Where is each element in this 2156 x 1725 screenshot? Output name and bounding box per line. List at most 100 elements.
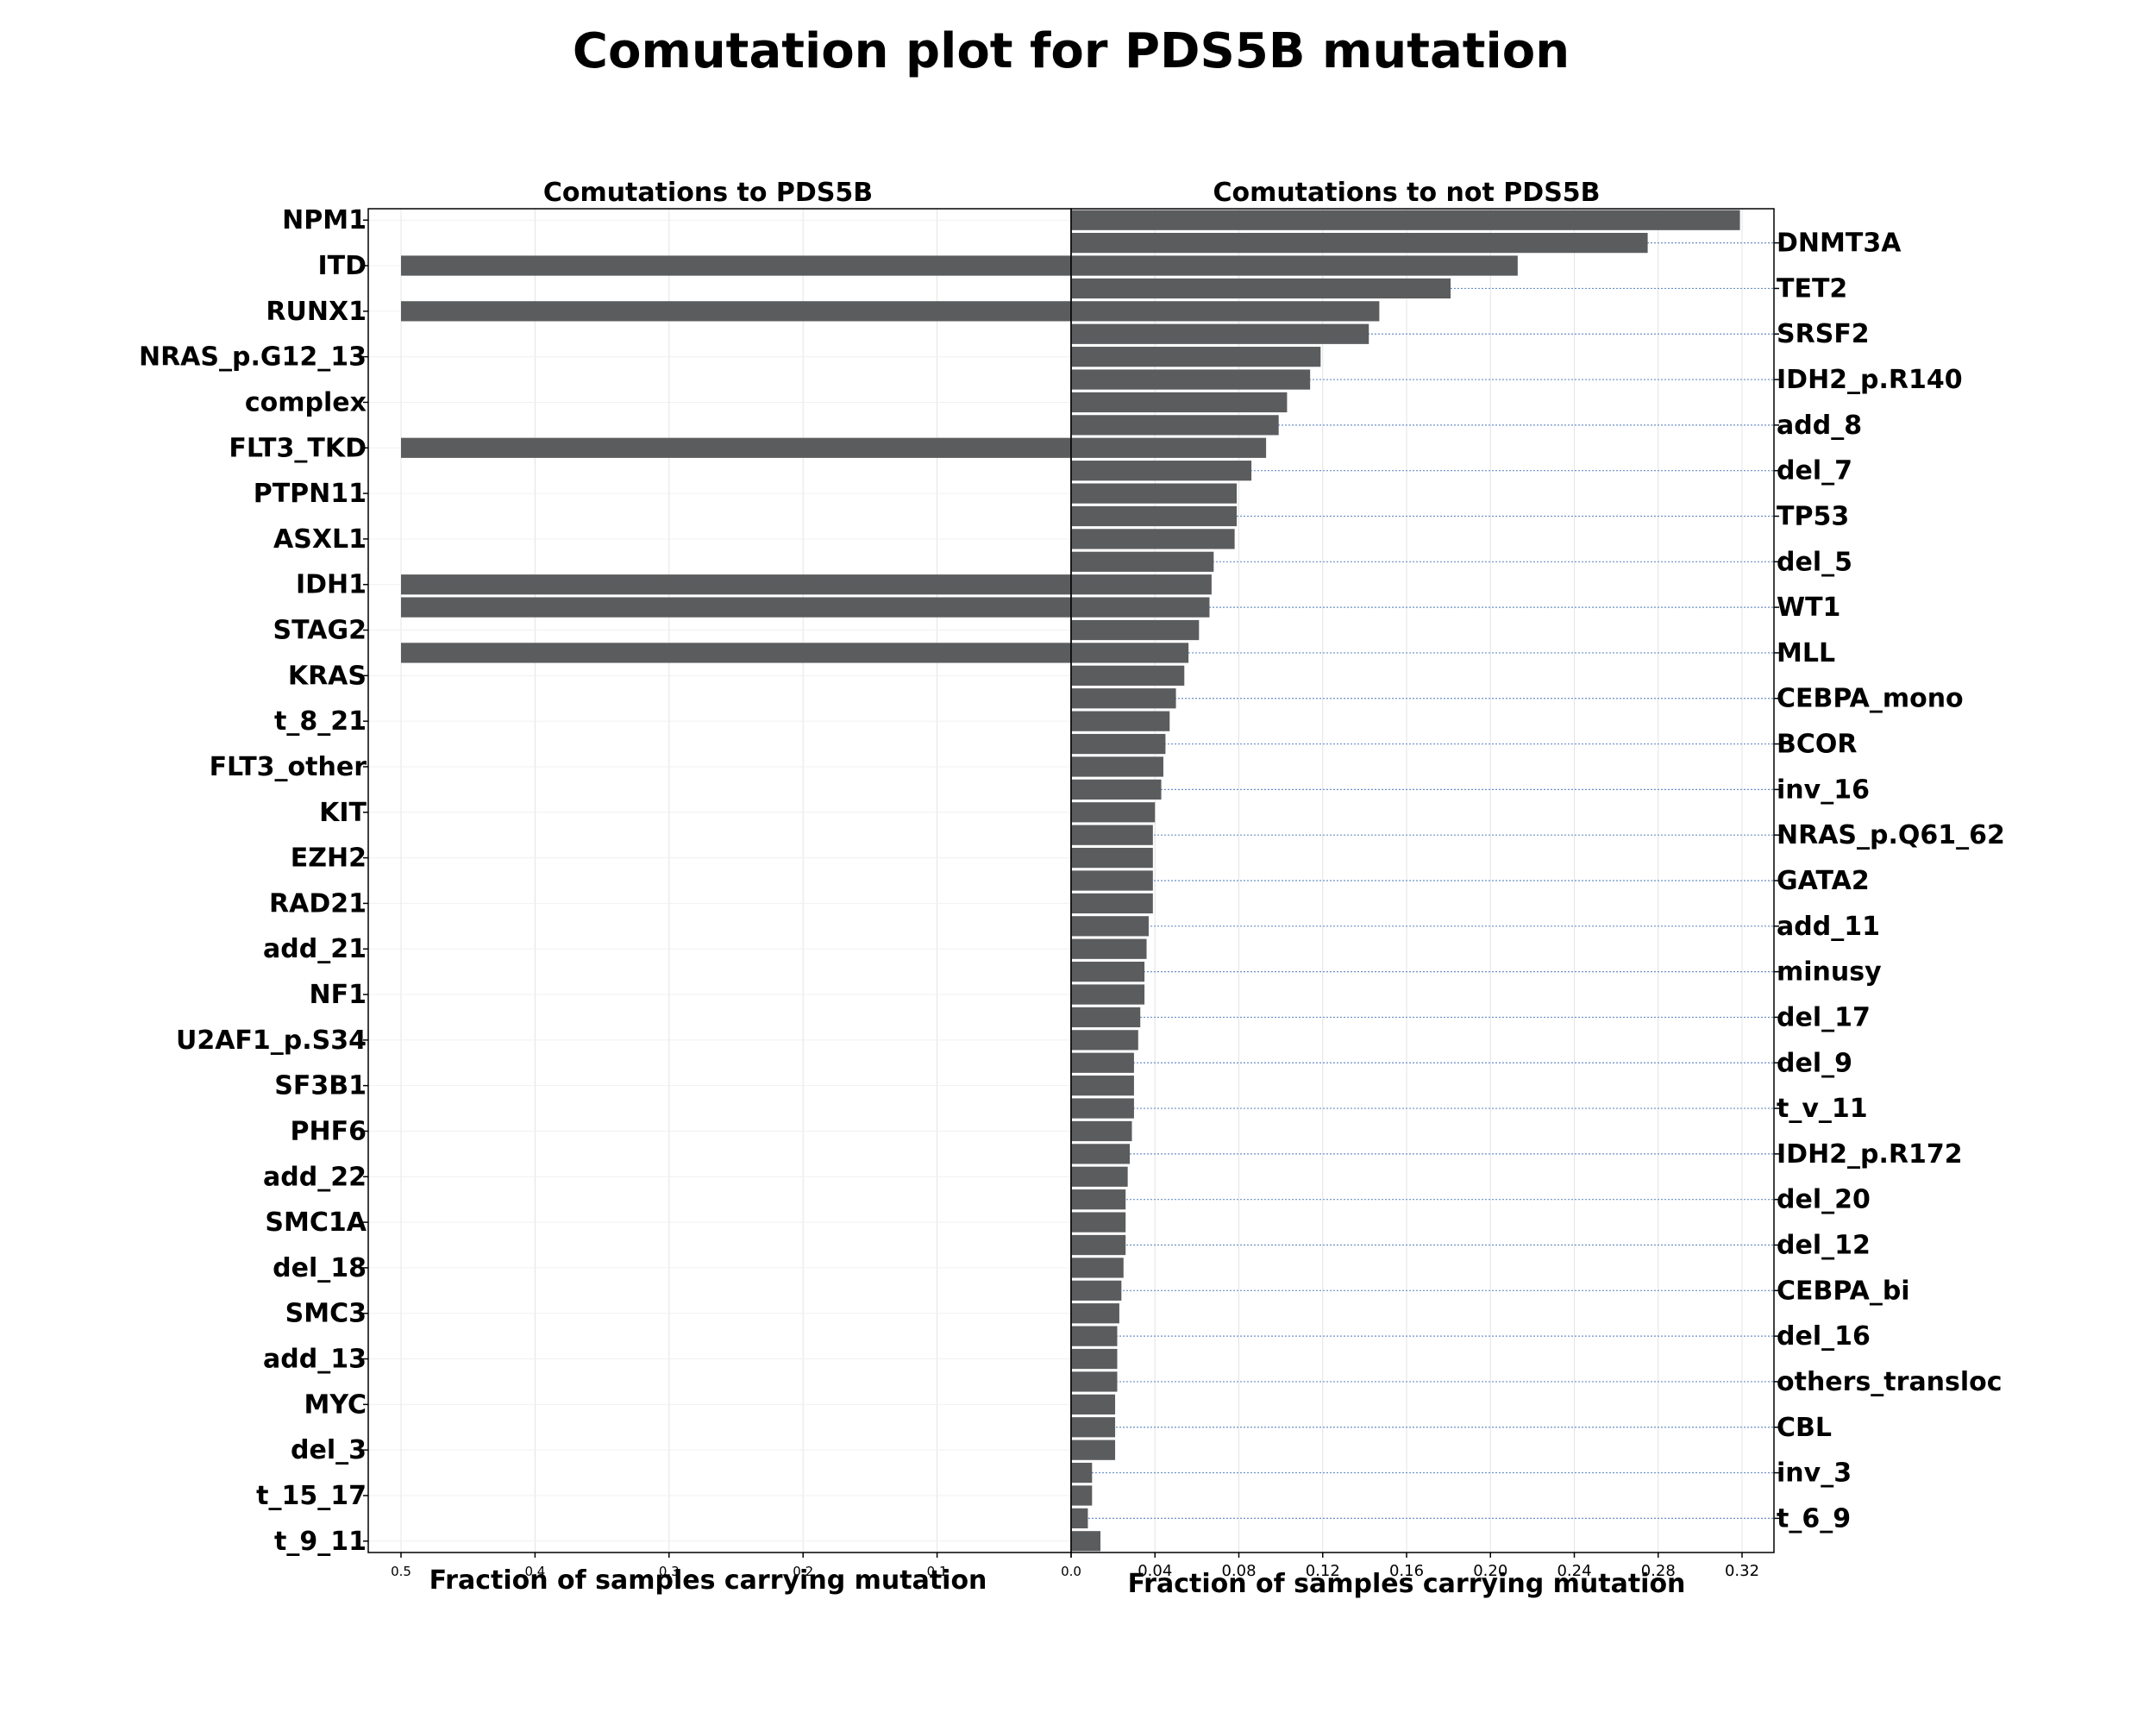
- right-panel: DNMT3A TET2 SRSF2 IDH2_p.R140 add_8 del_7 TP53…: [1070, 208, 2005, 1580]
- right-category-label: MLL: [1777, 638, 1835, 668]
- right-category-label: t_v_11: [1777, 1094, 1868, 1124]
- right-x-tick-label: 0.12: [1306, 1562, 1340, 1580]
- right-bar: [1071, 1234, 1126, 1256]
- right-bar: [1071, 1394, 1116, 1414]
- left-x-tick-label: 0.1: [927, 1564, 948, 1579]
- right-bar: [1071, 1303, 1119, 1324]
- right-category-label: del_5: [1777, 547, 1852, 577]
- left-category-label: add_21: [263, 934, 367, 964]
- right-bar: [1071, 1462, 1093, 1484]
- right-bar: [1071, 483, 1238, 504]
- right-x-tick-label: 0.24: [1557, 1562, 1591, 1580]
- left-category-label: t_9_11: [274, 1527, 367, 1557]
- right-bar: [1071, 984, 1145, 1005]
- left-category-label: IDH1: [296, 570, 367, 600]
- left-category-label: U2AF1_p.S34: [176, 1026, 367, 1056]
- left-bar: [401, 437, 1071, 458]
- right-bar: [1071, 1076, 1134, 1096]
- left-category-label: RUNX1: [266, 297, 367, 327]
- right-category-label: WT1: [1777, 593, 1840, 623]
- left-category-label: FLT3_other: [210, 752, 367, 782]
- right-bar: [1071, 437, 1267, 458]
- right-bar: [1071, 1007, 1141, 1028]
- right-bar: [1071, 597, 1210, 618]
- right-bar: [1071, 1166, 1128, 1187]
- right-bar: [1071, 962, 1145, 982]
- right-bar: [1071, 1348, 1118, 1370]
- right-category-label: CEBPA_bi: [1777, 1276, 1910, 1306]
- right-bar: [1071, 255, 1518, 276]
- left-category-label: SMC1A: [265, 1208, 367, 1238]
- right-bar: [1071, 893, 1153, 914]
- left-category-label: NPM1: [282, 205, 367, 235]
- right-bar: [1071, 733, 1166, 755]
- right-bar: [1071, 551, 1214, 572]
- right-bar: [1071, 1052, 1134, 1073]
- right-category-label: others_transloc: [1777, 1367, 2002, 1397]
- left-category-label: del_18: [273, 1253, 367, 1283]
- right-bar: [1071, 938, 1147, 959]
- right-x-tick-label: 0.28: [1641, 1562, 1676, 1580]
- right-category-label: TP53: [1777, 501, 1849, 531]
- left-axes-frame: [367, 208, 1072, 1553]
- right-bar: [1071, 347, 1321, 367]
- left-x-tick-label: 0.4: [524, 1564, 545, 1579]
- left-category-label: EZH2: [291, 844, 367, 874]
- left-category-label: STAG2: [273, 616, 367, 646]
- right-bar: [1071, 1280, 1122, 1301]
- left-bar: [401, 301, 1071, 322]
- left-bar: [401, 597, 1071, 618]
- left-category-label: t_8_21: [274, 706, 367, 737]
- left-category-label: add_22: [263, 1162, 367, 1192]
- right-bar: [1071, 756, 1163, 777]
- left-category-label: ASXL1: [273, 524, 367, 555]
- right-bar: [1071, 825, 1153, 845]
- right-category-label: DNMT3A: [1777, 229, 1902, 259]
- right-bar: [1071, 1144, 1131, 1164]
- right-category-label: GATA2: [1777, 866, 1870, 896]
- right-bar: [1071, 1326, 1118, 1346]
- left-x-tick-label: 0.0: [1061, 1564, 1081, 1579]
- right-bar: [1071, 574, 1212, 595]
- right-category-label: inv_16: [1777, 775, 1870, 805]
- left-x-axis-label: Fraction of samples carrying mutation: [429, 1565, 987, 1596]
- left-panel-title: Comutations to PDS5B: [543, 178, 873, 208]
- left-bar: [401, 255, 1071, 276]
- right-bar: [1071, 1417, 1116, 1438]
- right-bar: [1071, 619, 1200, 641]
- right-x-tick-label: 0.08: [1221, 1562, 1256, 1580]
- right-category-label: del_20: [1777, 1185, 1871, 1215]
- right-bar: [1071, 461, 1252, 481]
- right-bar: [1071, 1189, 1126, 1210]
- right-bar: [1071, 392, 1288, 413]
- right-bar: [1071, 916, 1149, 937]
- left-bar: [401, 574, 1071, 595]
- right-bar: [1071, 1485, 1093, 1506]
- right-category-label: minusy: [1777, 957, 1882, 988]
- chart-title: Comutation plot for PDS5B mutation: [573, 23, 1570, 79]
- right-category-label: add_8: [1777, 411, 1862, 441]
- right-category-label: t_6_9: [1777, 1503, 1851, 1534]
- left-x-tick-label: 0.5: [391, 1564, 411, 1579]
- right-category-label: del_16: [1777, 1321, 1871, 1352]
- right-bar: [1071, 210, 1740, 230]
- left-category-label: del_3: [291, 1435, 367, 1465]
- right-bar: [1071, 1531, 1101, 1552]
- right-bar: [1071, 529, 1235, 549]
- right-category-label: BCOR: [1777, 730, 1858, 760]
- left-x-tick-label: 0.3: [659, 1564, 680, 1579]
- right-bar: [1071, 688, 1176, 709]
- right-panel-title: Comutations to not PDS5B: [1213, 178, 1600, 208]
- right-bar: [1071, 847, 1153, 869]
- right-bar: [1071, 415, 1279, 436]
- right-bar: [1071, 802, 1156, 823]
- left-category-label: KIT: [319, 798, 367, 828]
- right-bar: [1071, 369, 1311, 390]
- right-bar: [1071, 323, 1369, 344]
- right-bar: [1071, 1030, 1138, 1051]
- right-category-label: TET2: [1777, 273, 1847, 304]
- right-category-label: NRAS_p.Q61_62: [1777, 820, 2005, 850]
- right-x-tick-label: 0.04: [1138, 1562, 1172, 1580]
- right-bar: [1071, 1098, 1134, 1119]
